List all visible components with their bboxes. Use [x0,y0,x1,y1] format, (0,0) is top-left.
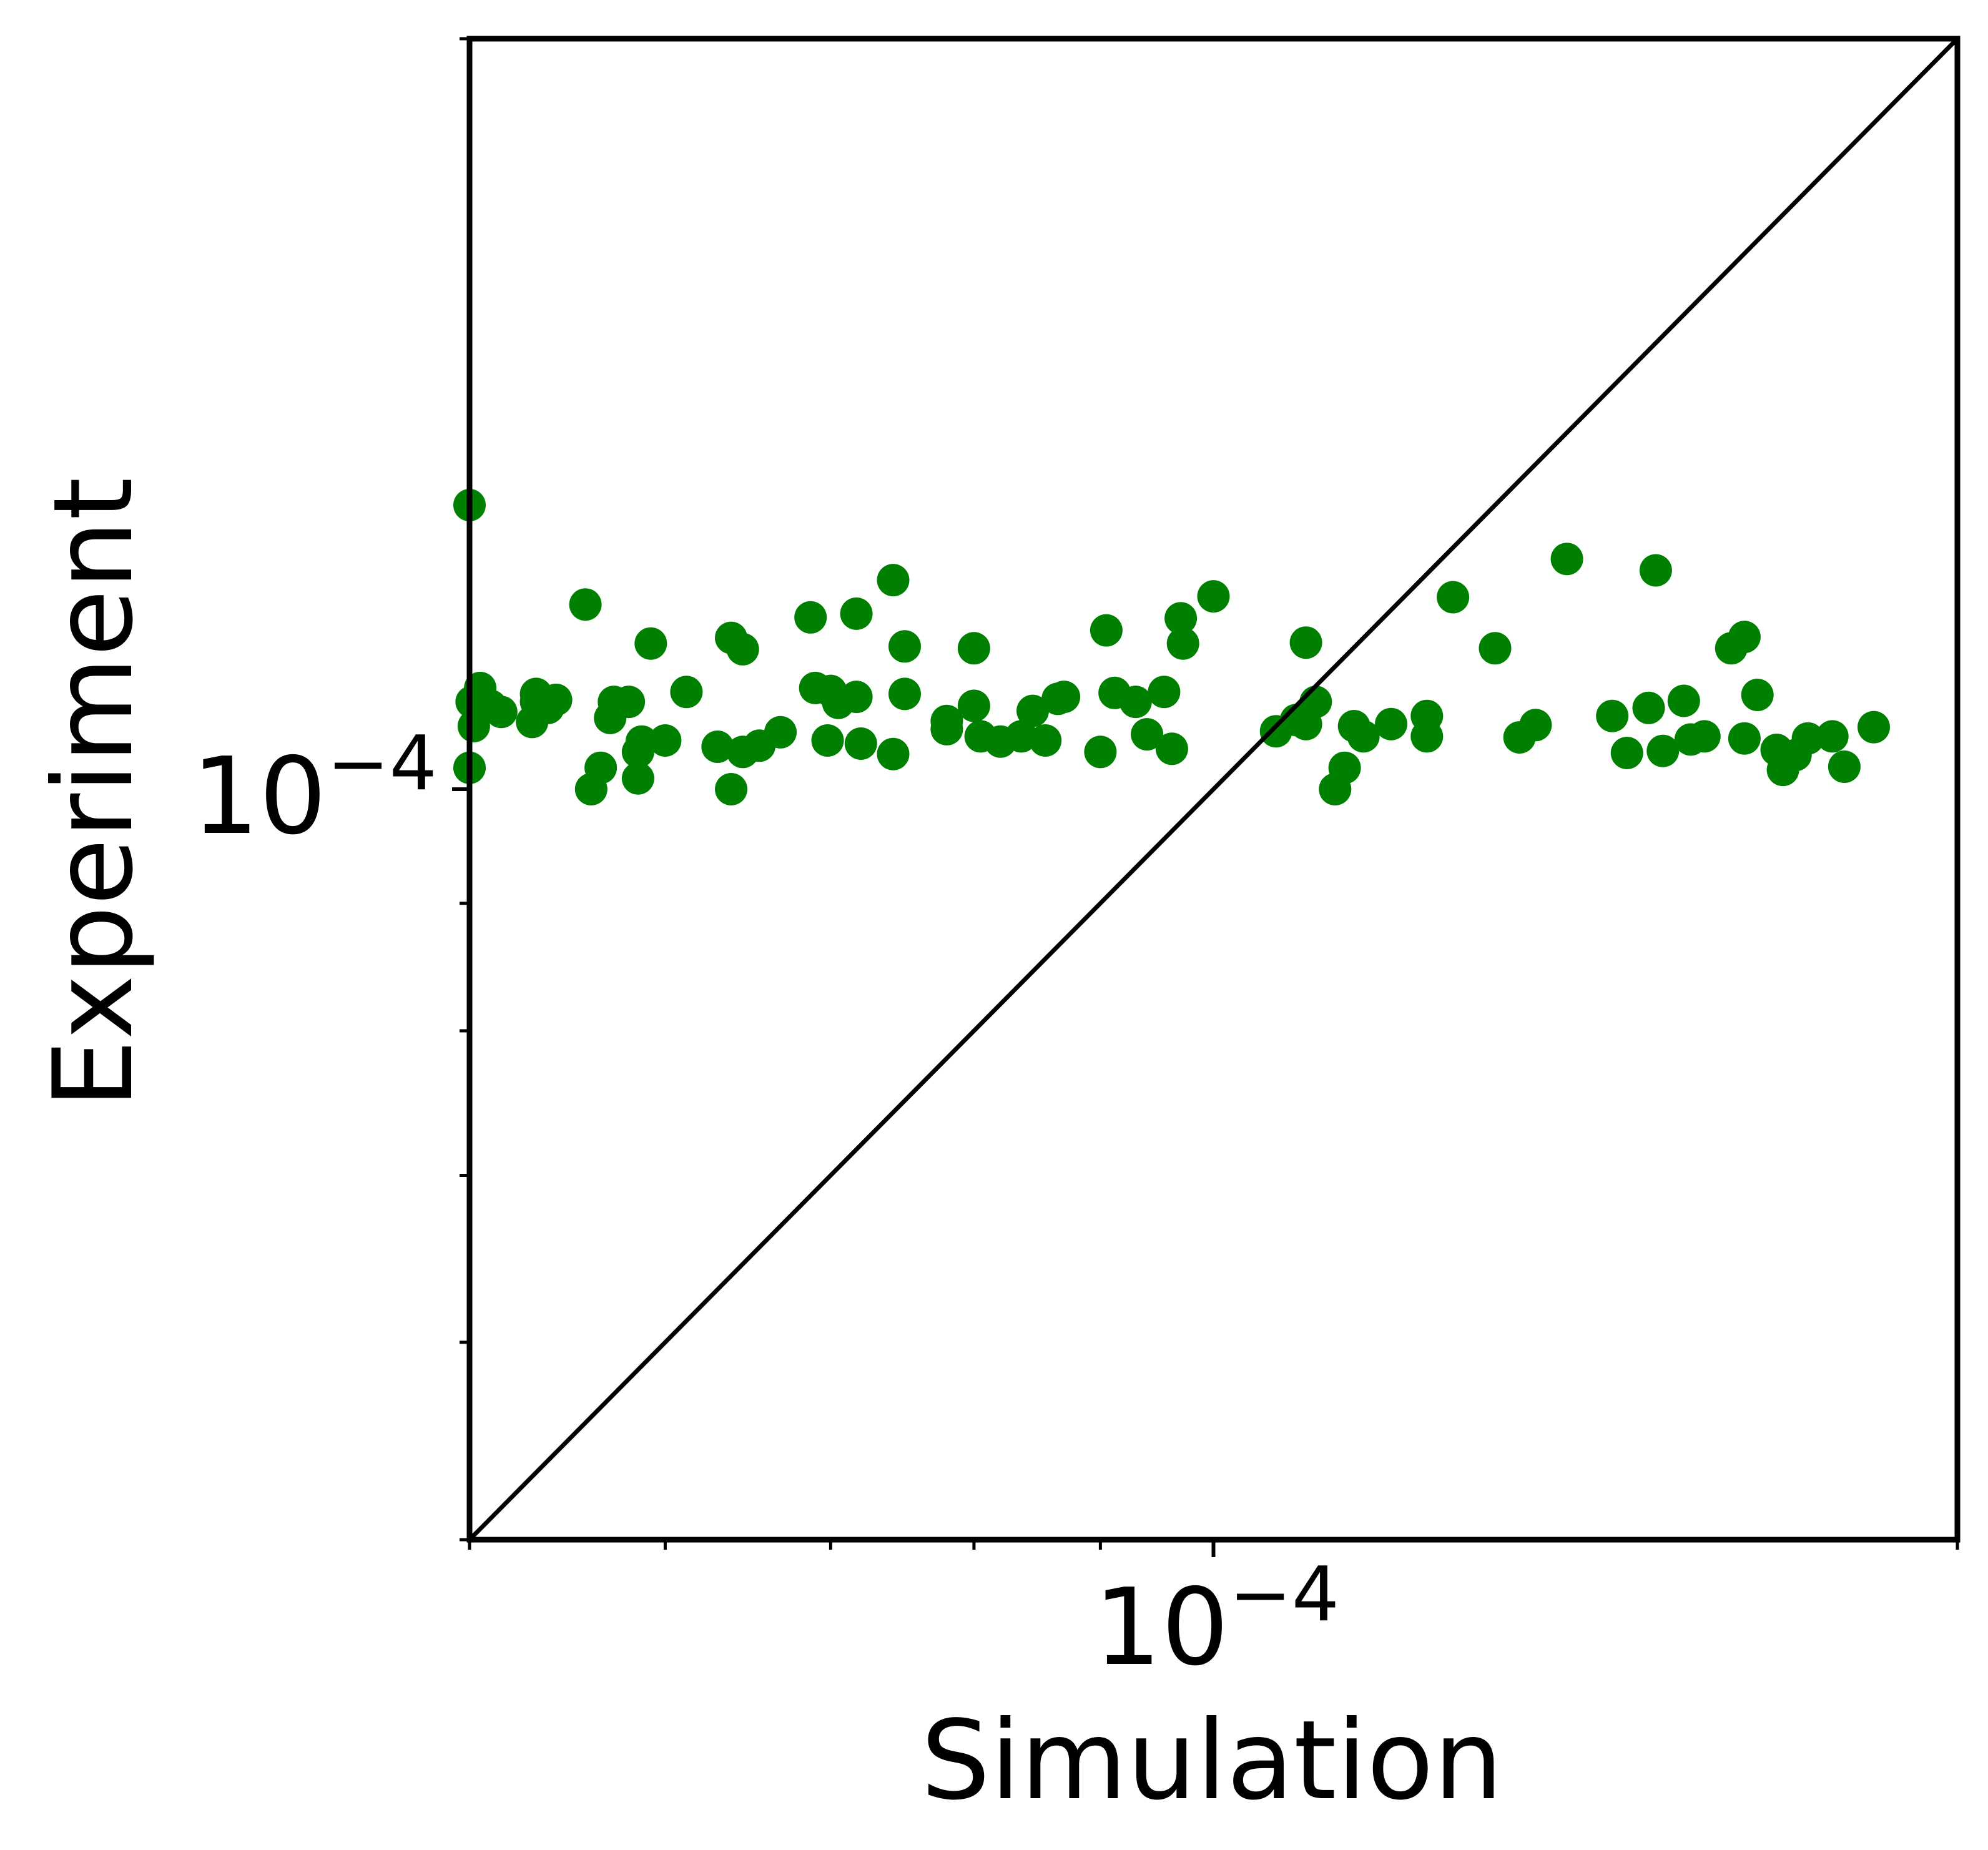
data-point [1791,722,1824,755]
data-point [1119,686,1152,719]
data-point [794,601,827,634]
data-point [1519,709,1552,742]
data-point [1148,676,1181,709]
data-point [1048,681,1081,714]
data-point [726,632,759,666]
data-point [1828,750,1861,783]
data-point [1375,707,1407,740]
data-point [877,737,910,770]
data-point [634,627,667,660]
data-point [1155,732,1188,765]
data-point [1596,699,1629,732]
data-point [877,564,910,597]
data-point [888,677,921,711]
data-point [1299,686,1332,719]
data-point [1197,580,1230,613]
identity-reference-line [468,37,1959,1542]
data-point [1289,626,1322,659]
data-point [1437,581,1470,614]
x-tick-label: 10−4 [1094,1552,1339,1690]
data-point [1016,694,1049,727]
data-point [811,724,844,757]
data-point [1084,736,1117,769]
data-point [1688,720,1721,753]
tick-labels: 10−4 10−4 [192,721,1339,1690]
data-point [1816,720,1849,753]
data-point [649,724,682,757]
data-point [1728,722,1761,755]
data-points [453,489,1890,805]
data-point [930,712,963,745]
data-point [1741,679,1774,711]
data-point [621,736,654,769]
data-point [764,716,797,749]
data-point [1639,554,1672,587]
major-ticks [452,787,1216,1557]
data-point [1029,724,1062,757]
data-point [1131,718,1164,751]
data-point [1166,627,1199,660]
data-point [485,696,518,729]
data-point [1005,720,1038,753]
data-point [844,727,877,760]
data-point [1667,684,1700,717]
data-point [1347,720,1380,753]
data-point [584,751,618,784]
data-point [613,686,646,719]
data-point [1479,632,1512,665]
x-axis-label: Simulation [921,1698,1503,1824]
data-point [1632,691,1665,724]
data-point [1728,621,1761,654]
data-point [1328,751,1361,784]
data-point [539,683,573,716]
data-point [1610,737,1643,769]
y-tick-label: 10−4 [192,721,437,859]
data-point [1550,543,1583,576]
data-point [840,681,873,714]
data-point [621,762,654,795]
minor-ticks [460,37,1959,1550]
data-point [1090,614,1123,647]
data-point [888,630,921,663]
data-point [1646,734,1680,767]
data-point [701,731,734,763]
data-point [670,676,703,709]
data-point [957,689,990,722]
data-point [715,773,747,805]
data-point [1164,602,1198,635]
data-point [1858,711,1890,744]
data-point [840,597,873,630]
data-point [1410,720,1444,753]
data-point [569,588,602,621]
data-point [957,632,990,665]
y-axis-label: Experiment [31,477,157,1108]
